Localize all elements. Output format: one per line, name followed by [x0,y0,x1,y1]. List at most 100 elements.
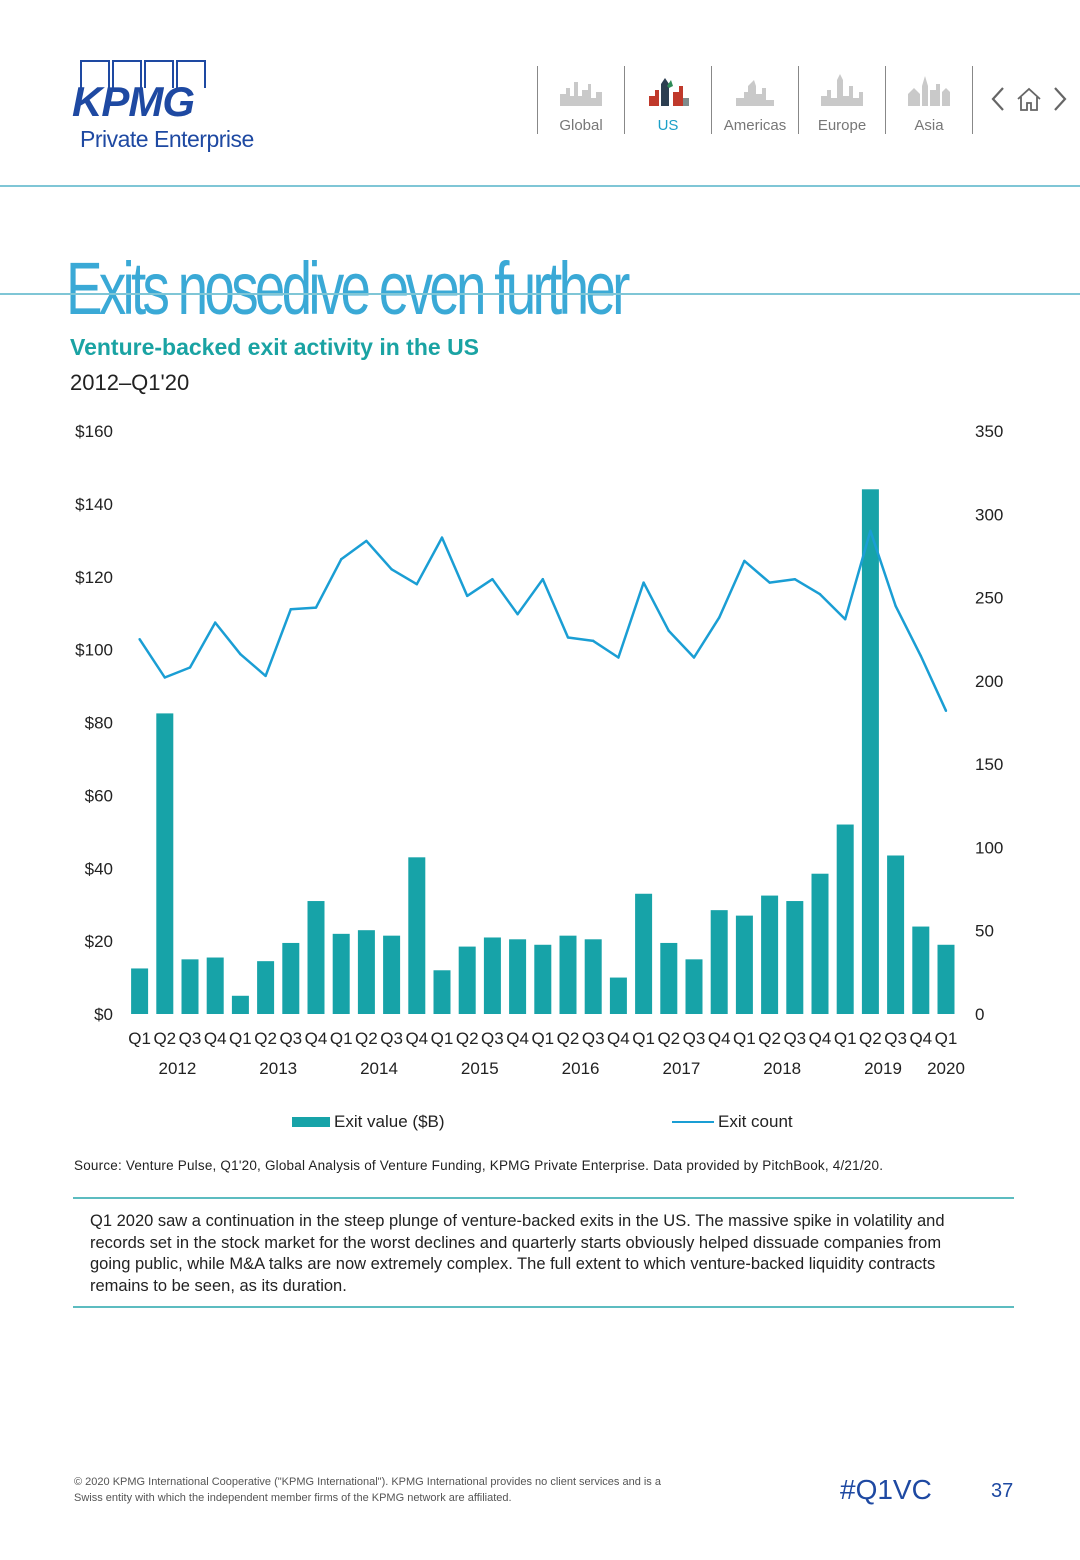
chevron-right-icon[interactable] [1046,84,1072,114]
x-quarter-label: Q2 [153,1029,176,1048]
legend-label: Exit value ($B) [334,1112,445,1131]
x-quarter-label: Q2 [859,1029,882,1048]
exit-value-bar [887,855,905,1014]
exit-value-bar [786,901,804,1014]
y-axis-right: 0 50 100 150 200 250 300 350 [975,422,1003,1024]
nav-item-global[interactable]: Global [537,66,624,134]
x-quarter-label: Q1 [834,1029,857,1048]
x-year-label: 2018 [763,1059,801,1078]
legend-line-swatch [672,1120,714,1124]
exit-count-point [491,578,494,581]
x-quarter-label: Q3 [884,1029,907,1048]
logo-subtitle: Private Enterprise [80,126,254,152]
x-quarter-label: Q2 [456,1029,479,1048]
x-quarter-label: Q2 [657,1029,680,1048]
x-quarter-label: Q1 [935,1029,958,1048]
y-right-tick-label: 250 [975,589,1003,608]
x-year-label: 2016 [562,1059,600,1078]
nav-label: Asia [914,117,944,134]
exit-count-point [365,539,368,543]
skyline-icon [560,82,602,106]
exit-value-bar [131,968,149,1014]
x-quarter-label: Q3 [783,1029,806,1048]
x-year-label: 2015 [461,1059,499,1078]
chevron-left-icon[interactable] [986,84,1012,114]
x-quarter-label: Q3 [683,1029,706,1048]
exit-count-point [163,676,166,679]
exit-value-bars [131,489,955,1014]
exit-count-point [566,636,570,639]
exit-count-point [818,593,822,596]
exit-count-point [415,583,418,586]
exit-count-point [289,608,292,611]
exit-value-bar [559,935,577,1014]
exit-count-point [214,621,217,624]
europe-landmark-icon [821,74,863,106]
y-left-tick-label: $0 [94,1005,113,1024]
x-quarter-label: Q4 [204,1029,227,1048]
exit-value-bar [181,959,199,1014]
legend-label: Exit count [718,1112,793,1131]
exit-value-bar [458,946,476,1014]
nav-item-europe[interactable]: Europe [798,66,885,134]
x-year-label: 2017 [662,1059,700,1078]
exit-value-bar [231,995,249,1014]
exit-count-point [894,604,897,608]
exit-value-bar [735,915,753,1014]
nav-controls [986,84,1072,114]
exit-count-point [340,558,343,561]
us-landmark-icon [649,78,689,106]
exit-count-line [138,529,948,713]
exit-value-bar [408,857,426,1014]
x-year-label: 2014 [360,1059,398,1078]
exit-count-point [793,578,796,581]
source-note: Source: Venture Pulse, Q1'20, Global Ana… [74,1158,884,1173]
nav-item-americas[interactable]: Americas [711,66,798,134]
page-title: Exits nosedive even further [66,246,630,330]
x-axis-years: 2012 2013 2014 2015 2016 2017 2018 2019 2020 [158,1059,964,1078]
exit-value-bar [509,939,527,1014]
nav-item-us[interactable]: US [624,66,711,134]
home-icon[interactable] [1016,84,1042,114]
exit-value-bar [307,901,325,1014]
exit-count-point [516,613,519,616]
exit-value-bar [861,489,879,1014]
exit-value-bar [912,926,930,1014]
exit-value-bar [937,944,955,1014]
exit-value-bar [811,873,829,1014]
exit-count-point [768,581,771,584]
x-quarter-label: Q2 [254,1029,277,1048]
y-axis-left: $0 $20 $40 $60 $80 $100 $120 $140 $160 [75,422,113,1024]
y-right-tick-label: 300 [975,505,1003,524]
x-quarter-label: Q1 [330,1029,353,1048]
logo-boxes [80,60,206,88]
x-quarter-label: Q4 [909,1029,932,1048]
x-quarter-label: Q3 [481,1029,504,1048]
commentary-text: Q1 2020 saw a continuation in the steep … [90,1212,945,1295]
exit-value-bar [761,895,779,1014]
x-quarter-label: Q3 [179,1029,202,1048]
kpmg-logo: KPMG Private Enterprise [70,60,270,160]
y-left-tick-label: $40 [85,859,113,878]
x-quarter-label: Q1 [733,1029,756,1048]
y-right-tick-label: 0 [975,1005,984,1024]
x-year-label: 2013 [259,1059,297,1078]
nav-item-asia[interactable]: Asia [885,66,973,134]
x-quarter-label: Q4 [305,1029,328,1048]
exit-count-point [264,674,267,678]
x-quarter-label: Q4 [809,1029,832,1048]
exit-value-bar [609,977,627,1014]
exit-count-point [592,639,595,643]
x-quarter-label: Q3 [279,1029,302,1048]
nav-label: Europe [817,117,867,134]
x-quarter-label: Q1 [128,1029,151,1048]
y-left-tick-label: $140 [75,495,113,514]
legend-exit-count: Exit count [672,1112,793,1132]
y-left-tick-label: $100 [75,641,113,660]
y-left-tick-label: $20 [85,932,113,951]
y-left-tick-label: $120 [75,568,113,587]
x-quarter-label: Q2 [758,1029,781,1048]
exit-value-bar [383,935,401,1014]
legend-bar-swatch [292,1117,330,1127]
asia-landmark-icon [908,76,950,106]
